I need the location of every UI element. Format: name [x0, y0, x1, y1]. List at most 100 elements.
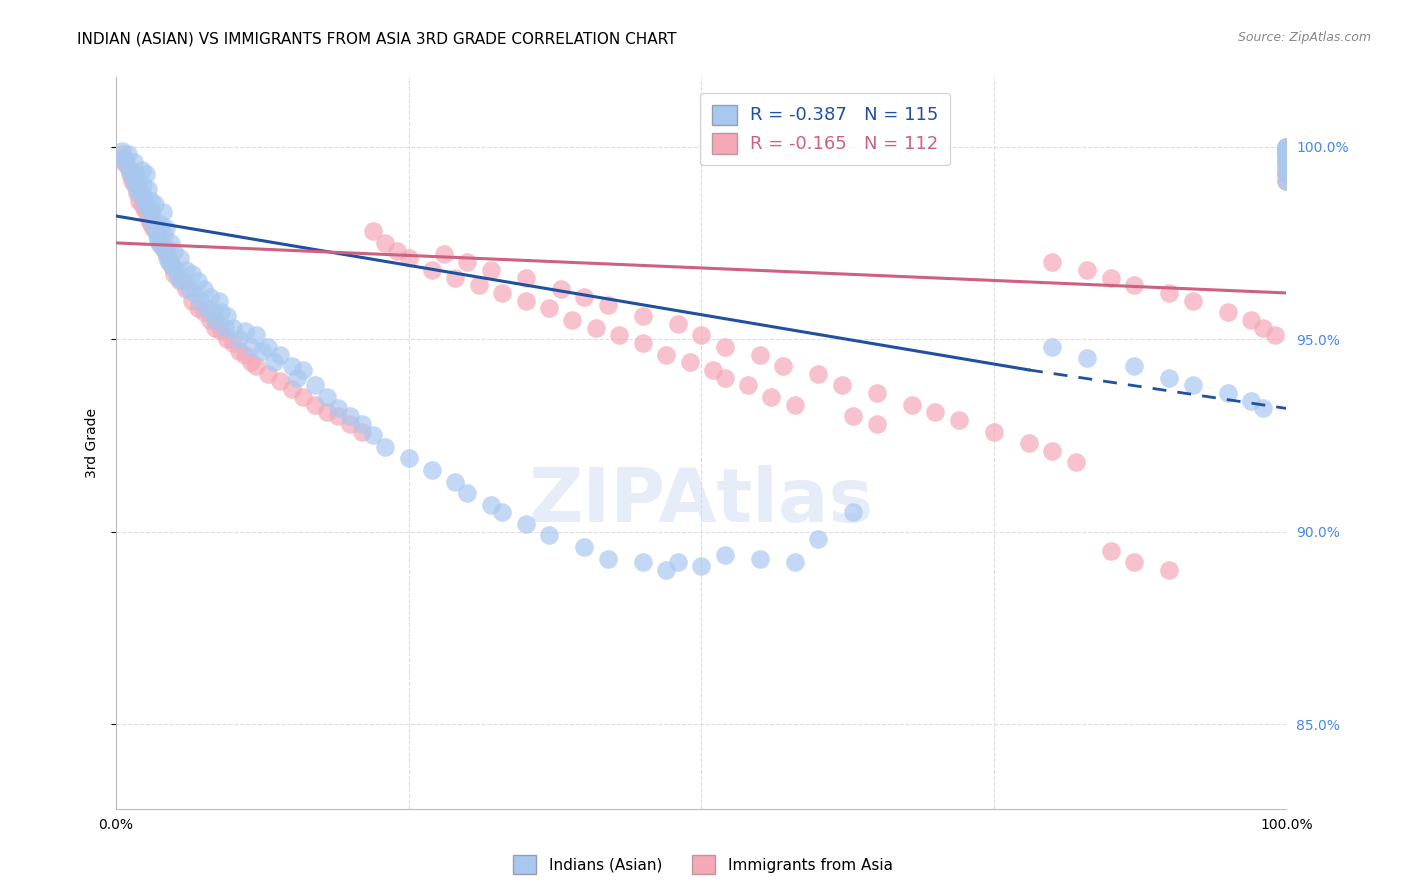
Point: [239, 340, 262, 354]
Point: [128, 186, 150, 200]
Point: [181, 293, 204, 308]
Point: [122, 174, 145, 188]
Point: [132, 190, 155, 204]
Point: [538, 528, 561, 542]
Point: [420, 463, 443, 477]
Point: [515, 270, 537, 285]
Point: [208, 293, 231, 308]
Point: [118, 162, 141, 177]
Point: [456, 486, 478, 500]
Point: [114, 155, 136, 169]
Point: [713, 548, 735, 562]
Point: [117, 147, 139, 161]
Point: [1275, 167, 1298, 181]
Point: [1040, 443, 1063, 458]
Point: [1275, 155, 1298, 169]
Point: [713, 370, 735, 384]
Point: [901, 398, 924, 412]
Legend: R = -0.387   N = 115, R = -0.165   N = 112: R = -0.387 N = 115, R = -0.165 N = 112: [700, 93, 950, 165]
Point: [1040, 340, 1063, 354]
Point: [152, 240, 174, 254]
Point: [174, 263, 197, 277]
Point: [187, 274, 209, 288]
Point: [145, 224, 167, 238]
Point: [1216, 386, 1239, 401]
Point: [339, 417, 361, 431]
Point: [1275, 174, 1298, 188]
Point: [263, 355, 285, 369]
Point: [444, 475, 467, 489]
Point: [713, 340, 735, 354]
Point: [160, 259, 183, 273]
Point: [1275, 139, 1298, 153]
Point: [1275, 147, 1298, 161]
Point: [134, 197, 156, 211]
Point: [128, 194, 150, 208]
Point: [1181, 293, 1204, 308]
Y-axis label: 3rd Grade: 3rd Grade: [86, 408, 100, 478]
Point: [202, 305, 225, 319]
Point: [1275, 139, 1298, 153]
Point: [1159, 563, 1181, 577]
Point: [222, 336, 245, 351]
Point: [228, 332, 250, 346]
Point: [132, 178, 155, 193]
Point: [1159, 285, 1181, 300]
Point: [1123, 555, 1146, 569]
Point: [131, 197, 153, 211]
Point: [866, 417, 889, 431]
Point: [160, 235, 183, 250]
Point: [1123, 278, 1146, 293]
Point: [159, 255, 181, 269]
Point: [222, 320, 245, 334]
Point: [385, 244, 408, 258]
Point: [198, 290, 221, 304]
Point: [374, 235, 396, 250]
Point: [135, 205, 157, 219]
Point: [124, 178, 146, 193]
Text: Source: ZipAtlas.com: Source: ZipAtlas.com: [1237, 31, 1371, 45]
Point: [198, 313, 221, 327]
Point: [479, 263, 502, 277]
Point: [398, 252, 420, 266]
Point: [149, 235, 172, 250]
Point: [217, 332, 239, 346]
Point: [702, 363, 724, 377]
Point: [132, 202, 155, 216]
Point: [152, 205, 174, 219]
Point: [195, 301, 218, 316]
Point: [1275, 147, 1298, 161]
Point: [292, 363, 315, 377]
Point: [1275, 144, 1298, 158]
Point: [145, 224, 167, 238]
Point: [948, 413, 970, 427]
Point: [1275, 155, 1298, 169]
Point: [1275, 139, 1298, 153]
Point: [138, 212, 160, 227]
Point: [214, 320, 236, 334]
Point: [1275, 167, 1298, 181]
Point: [165, 263, 187, 277]
Point: [363, 224, 385, 238]
Point: [181, 267, 204, 281]
Point: [204, 320, 226, 334]
Point: [1076, 263, 1098, 277]
Point: [315, 405, 337, 419]
Point: [761, 390, 783, 404]
Point: [163, 267, 186, 281]
Point: [304, 398, 326, 412]
Point: [153, 244, 176, 258]
Point: [121, 174, 143, 188]
Point: [1275, 162, 1298, 177]
Point: [148, 235, 170, 250]
Legend: Indians (Asian), Immigrants from Asia: Indians (Asian), Immigrants from Asia: [508, 849, 898, 880]
Point: [631, 336, 654, 351]
Text: ZIPAtlas: ZIPAtlas: [529, 465, 873, 538]
Point: [174, 282, 197, 296]
Point: [607, 328, 630, 343]
Point: [1275, 147, 1298, 161]
Point: [1076, 351, 1098, 366]
Point: [193, 305, 215, 319]
Point: [550, 282, 572, 296]
Point: [169, 274, 191, 288]
